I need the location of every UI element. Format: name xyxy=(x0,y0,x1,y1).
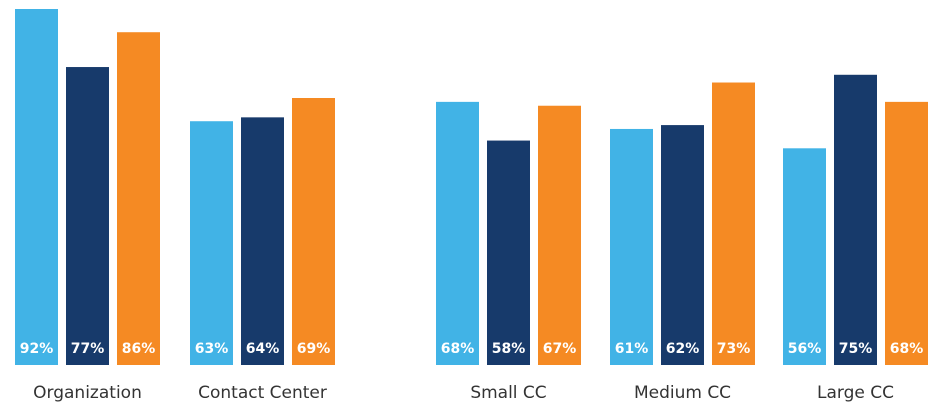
value-label: 68% xyxy=(890,341,924,357)
value-label: 61% xyxy=(615,341,649,357)
bar xyxy=(436,101,479,365)
x-tick-label: Medium CC xyxy=(634,383,731,403)
bar xyxy=(610,128,653,365)
x-tick-label: Small CC xyxy=(470,383,546,403)
value-label: 64% xyxy=(246,341,280,357)
value-label: 63% xyxy=(195,341,229,357)
x-tick-label: Organization xyxy=(33,383,142,403)
value-label: 92% xyxy=(20,341,54,357)
bar xyxy=(241,117,284,365)
value-label: 69% xyxy=(297,341,331,357)
value-label: 77% xyxy=(71,341,105,357)
bar xyxy=(783,148,826,365)
value-label: 62% xyxy=(666,341,700,357)
x-tick-label: Large CC xyxy=(817,383,894,403)
bar xyxy=(190,121,233,365)
bar xyxy=(66,67,109,365)
bar xyxy=(834,74,877,366)
value-label: 56% xyxy=(788,341,822,357)
bar xyxy=(661,125,704,365)
bar xyxy=(487,140,530,365)
value-label: 75% xyxy=(839,341,873,357)
bar xyxy=(117,32,160,365)
value-label: 67% xyxy=(543,341,577,357)
x-tick-label: Contact Center xyxy=(198,383,327,403)
bar xyxy=(292,98,335,365)
bar xyxy=(712,82,755,366)
bar xyxy=(538,105,581,365)
bar xyxy=(885,101,928,365)
value-label: 68% xyxy=(441,341,475,357)
value-label: 73% xyxy=(717,341,751,357)
bar xyxy=(15,9,58,365)
value-label: 58% xyxy=(492,341,526,357)
value-label: 86% xyxy=(122,341,156,357)
